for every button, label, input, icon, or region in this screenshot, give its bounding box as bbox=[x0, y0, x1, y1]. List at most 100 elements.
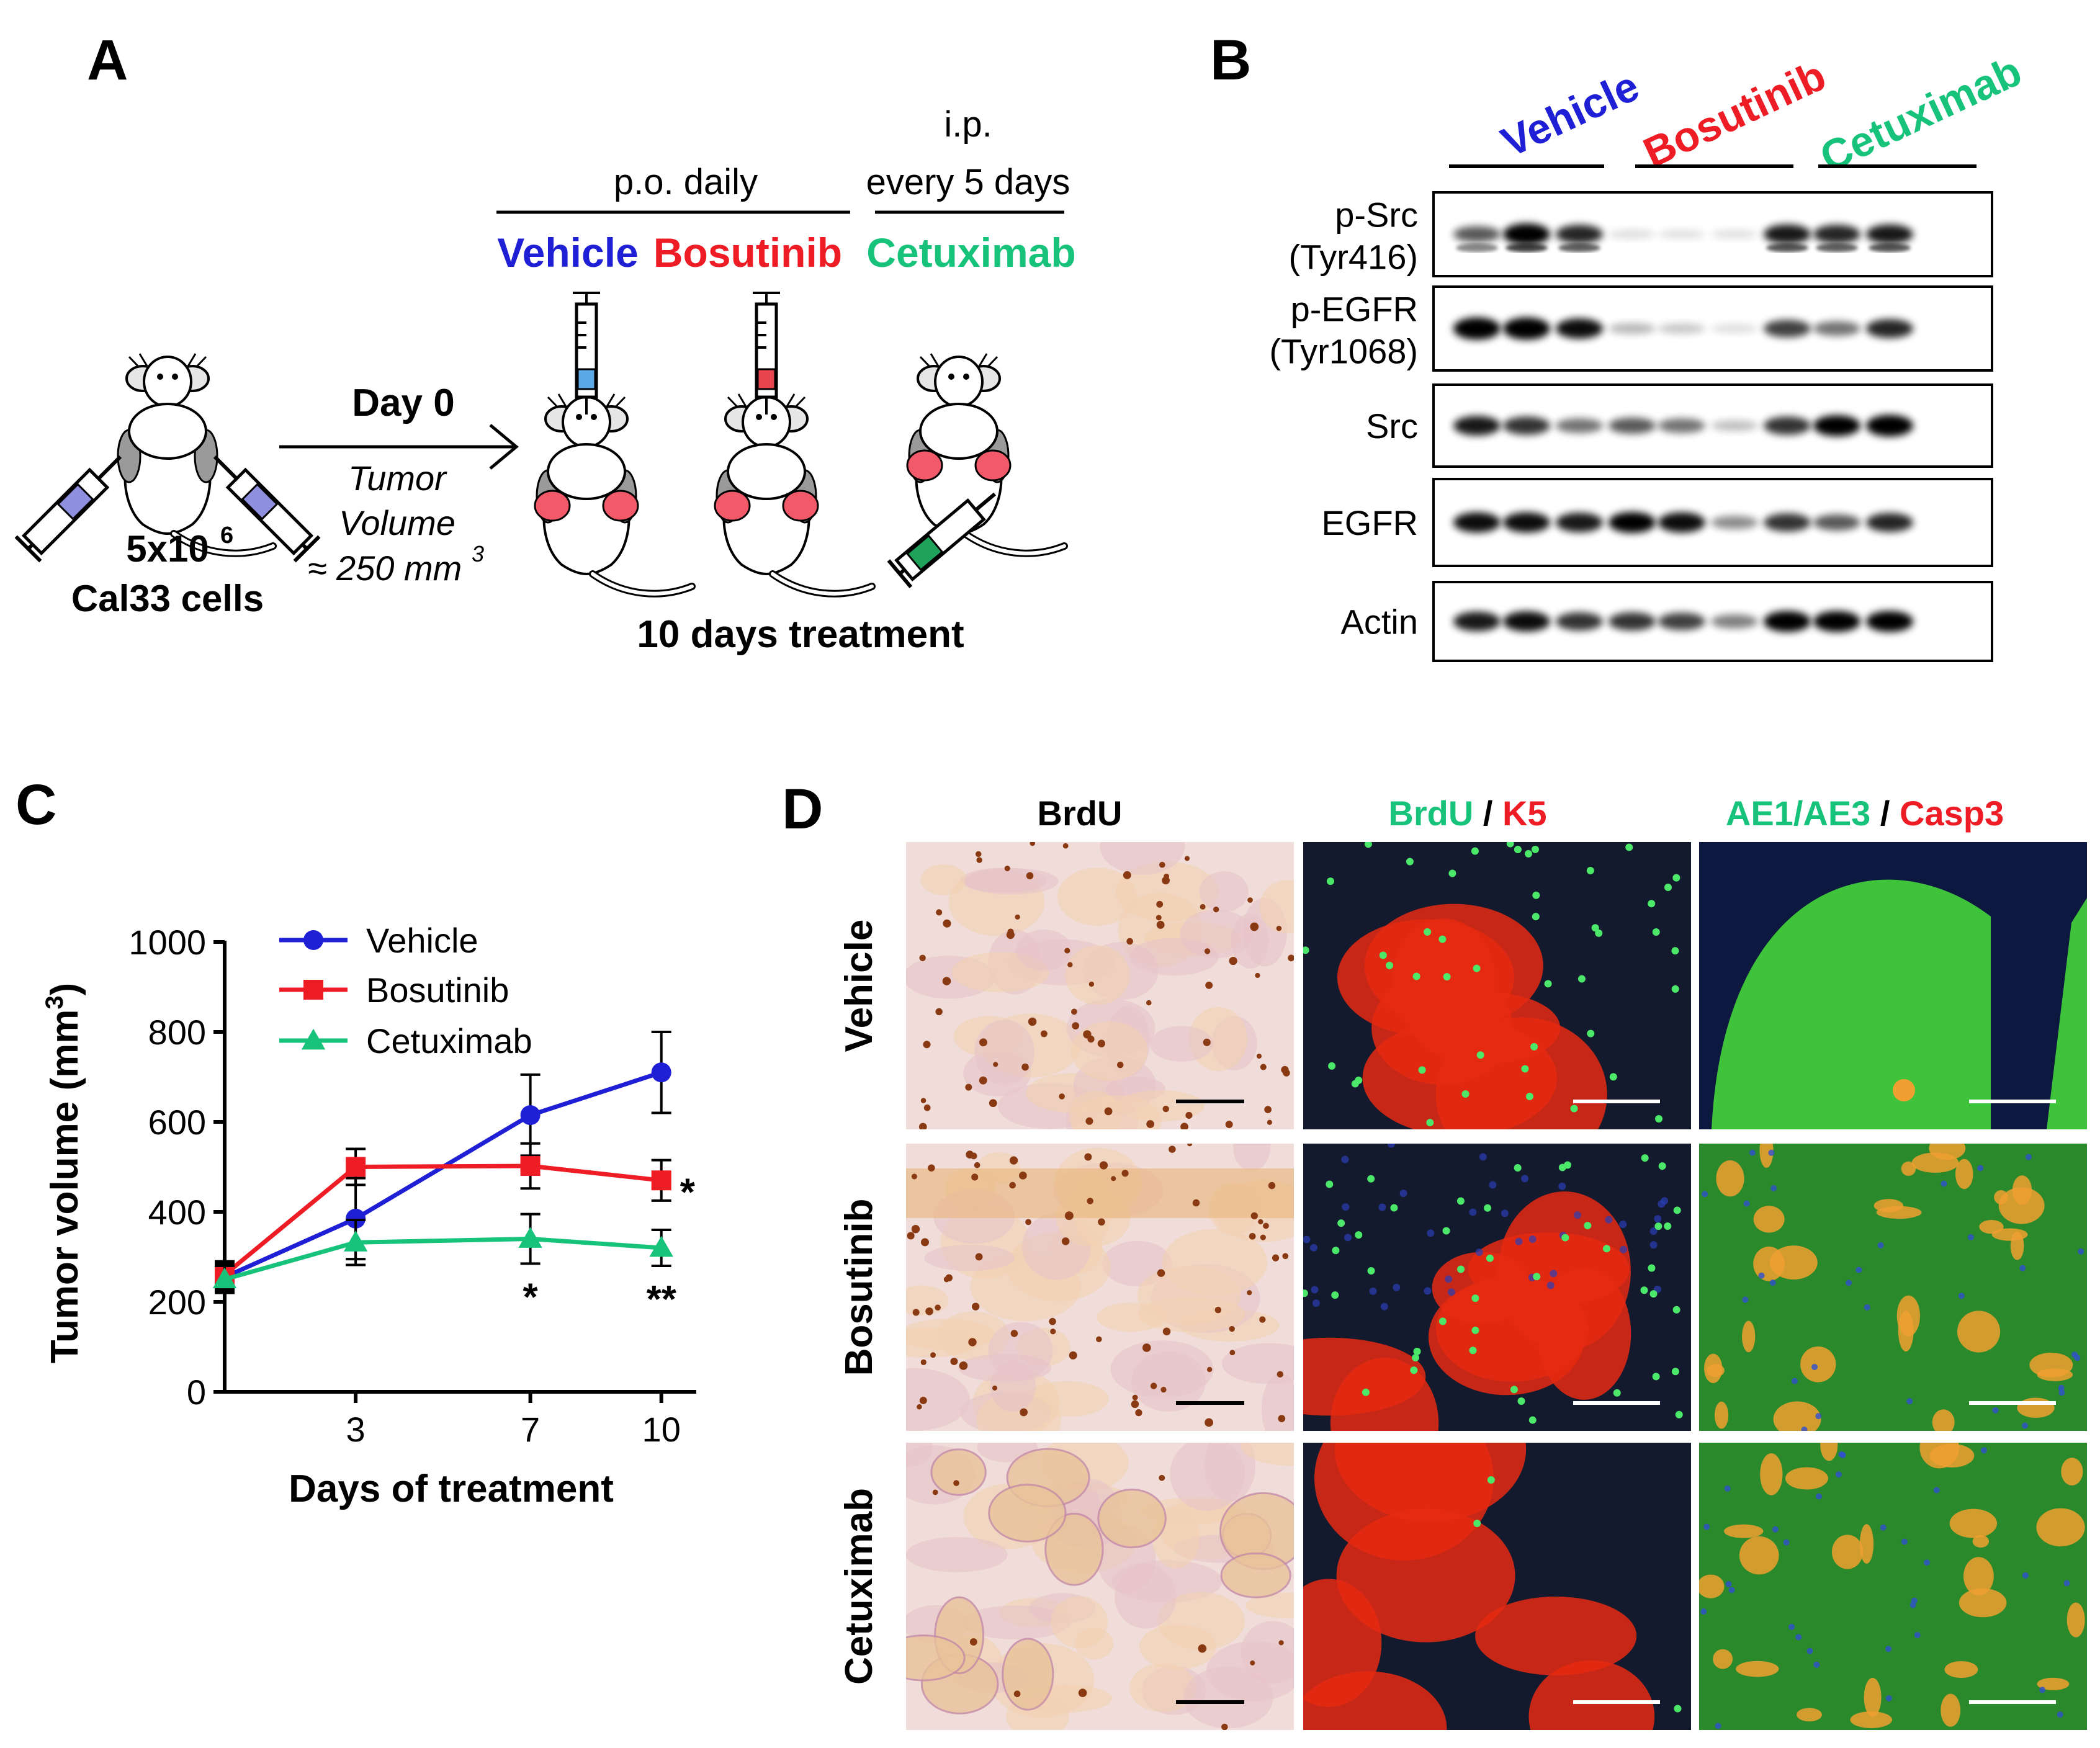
brdu-nucleus bbox=[1648, 900, 1656, 908]
brdu-nucleus bbox=[1561, 1234, 1569, 1242]
brdu-nucleus bbox=[1121, 1170, 1129, 1177]
brdu-nucleus bbox=[992, 1385, 998, 1391]
casp3-cell bbox=[1753, 1206, 1785, 1233]
tissue-patch bbox=[961, 1605, 1071, 1640]
dapi-nucleus bbox=[1521, 1175, 1529, 1183]
brdu-nucleus bbox=[1570, 1105, 1578, 1113]
brdu-nucleus bbox=[966, 1150, 974, 1159]
blot-band bbox=[1711, 614, 1758, 629]
brdu-nucleus bbox=[917, 1404, 922, 1410]
brdu-nucleus bbox=[1471, 1294, 1479, 1302]
casp3-cell bbox=[1944, 1661, 1978, 1679]
brdu-nucleus bbox=[1587, 1029, 1595, 1038]
legend-item: Bosutinib bbox=[279, 970, 509, 1010]
ae1ae3-region bbox=[1712, 879, 1991, 1129]
k5-region bbox=[1528, 1660, 1655, 1730]
brdu-nucleus bbox=[979, 1038, 987, 1047]
brdu-nucleus bbox=[1303, 946, 1309, 954]
brdu-nucleus bbox=[950, 1357, 958, 1365]
brdu-nucleus bbox=[1229, 1350, 1236, 1356]
dapi-nucleus bbox=[1558, 1182, 1566, 1190]
blot-band bbox=[1764, 224, 1811, 244]
data-point bbox=[651, 1170, 671, 1191]
brdu-nucleus bbox=[1390, 1204, 1398, 1212]
brdu-nucleus bbox=[971, 1173, 979, 1181]
arrow-head bbox=[489, 424, 519, 470]
micrograph-content bbox=[1699, 1443, 2087, 1730]
dapi-nucleus bbox=[1880, 1524, 1887, 1531]
brdu-nucleus bbox=[1641, 1154, 1649, 1162]
significance-marker: ** bbox=[647, 1278, 677, 1321]
brdu-nucleus bbox=[969, 1638, 977, 1646]
brdu-nucleus bbox=[930, 1352, 936, 1358]
brdu-nucleus bbox=[1018, 1171, 1027, 1180]
blot-band bbox=[1658, 323, 1705, 334]
brdu-nucleus bbox=[1200, 903, 1206, 910]
brdu-nucleus bbox=[1471, 847, 1479, 855]
brdu-nucleus bbox=[1530, 1042, 1538, 1051]
dapi-nucleus bbox=[1749, 1149, 1756, 1156]
dapi-nucleus bbox=[1342, 1203, 1350, 1211]
syringe-fill bbox=[756, 368, 776, 390]
brdu-nucleus bbox=[1264, 1106, 1272, 1113]
blot-band bbox=[1453, 611, 1501, 632]
tissue-patch bbox=[964, 867, 1059, 895]
brdu-nucleus bbox=[1355, 1077, 1363, 1085]
micrograph-content bbox=[1303, 1443, 1691, 1730]
dapi-nucleus bbox=[1885, 1695, 1892, 1701]
brdu-nucleus bbox=[1116, 1061, 1124, 1069]
brdu-nucleus bbox=[920, 1238, 930, 1247]
blot-band bbox=[1503, 223, 1550, 245]
dapi-nucleus bbox=[1980, 1447, 1987, 1454]
casp3-cell bbox=[2036, 1508, 2085, 1547]
dapi-nucleus bbox=[1311, 1286, 1319, 1294]
dapi-nucleus bbox=[1703, 1523, 1710, 1530]
dapi-nucleus bbox=[1838, 1451, 1845, 1458]
tissue-patch bbox=[1139, 1624, 1217, 1670]
tissue-patch bbox=[924, 1245, 1015, 1271]
casp3-cell bbox=[1716, 1160, 1744, 1197]
casp3-cell bbox=[1753, 1246, 1785, 1281]
micrograph-content bbox=[1303, 842, 1691, 1129]
brdu-nucleus bbox=[1268, 1181, 1276, 1190]
brdu-nucleus bbox=[1205, 981, 1213, 989]
brdu-nucleus bbox=[1331, 1291, 1339, 1299]
brdu-nucleus bbox=[1649, 1290, 1658, 1298]
tissue-patch bbox=[1259, 879, 1294, 934]
brdu-nucleus bbox=[1461, 1090, 1470, 1098]
syringe-plunger bbox=[14, 455, 122, 563]
tumor-right bbox=[782, 490, 819, 522]
k5-region bbox=[1334, 1443, 1527, 1522]
brdu-nucleus bbox=[1664, 884, 1672, 892]
tissue-patch bbox=[906, 1368, 970, 1431]
casp3-cell bbox=[1972, 1535, 1990, 1548]
brdu-nucleus bbox=[1671, 985, 1679, 993]
dapi-nucleus bbox=[1654, 1215, 1662, 1223]
dapi-nucleus bbox=[1378, 1203, 1386, 1211]
brdu-nucleus bbox=[1267, 1119, 1272, 1125]
brdu-nucleus bbox=[1326, 1180, 1334, 1188]
brdu-nucleus bbox=[1544, 980, 1552, 988]
blot-band bbox=[1503, 317, 1550, 340]
brdu-nucleus bbox=[1487, 1476, 1495, 1484]
syringe-icon bbox=[213, 455, 321, 563]
x-axis-label: Days of treatment bbox=[289, 1468, 614, 1510]
series-line bbox=[223, 1163, 662, 1277]
blot-band bbox=[1556, 225, 1603, 244]
brdu-nucleus bbox=[1135, 1409, 1142, 1417]
y-tick-label: 200 bbox=[148, 1283, 206, 1322]
blot-band bbox=[1766, 243, 1808, 253]
brdu-nucleus bbox=[1648, 1264, 1656, 1272]
syringe-fill bbox=[905, 534, 944, 571]
brdu-nucleus bbox=[925, 1307, 933, 1315]
tissue-patch bbox=[1110, 1340, 1214, 1398]
tissue-patch bbox=[906, 1443, 933, 1468]
brdu-nucleus bbox=[1586, 867, 1594, 875]
keratin-pearl bbox=[1220, 1552, 1291, 1598]
dapi-nucleus bbox=[2022, 1572, 2029, 1579]
dapi-nucleus bbox=[1742, 1296, 1749, 1303]
blot-band bbox=[1609, 417, 1656, 434]
brdu-nucleus bbox=[1625, 843, 1633, 851]
casp3-cell bbox=[1760, 1453, 1783, 1495]
brdu-nucleus bbox=[1040, 1030, 1048, 1038]
